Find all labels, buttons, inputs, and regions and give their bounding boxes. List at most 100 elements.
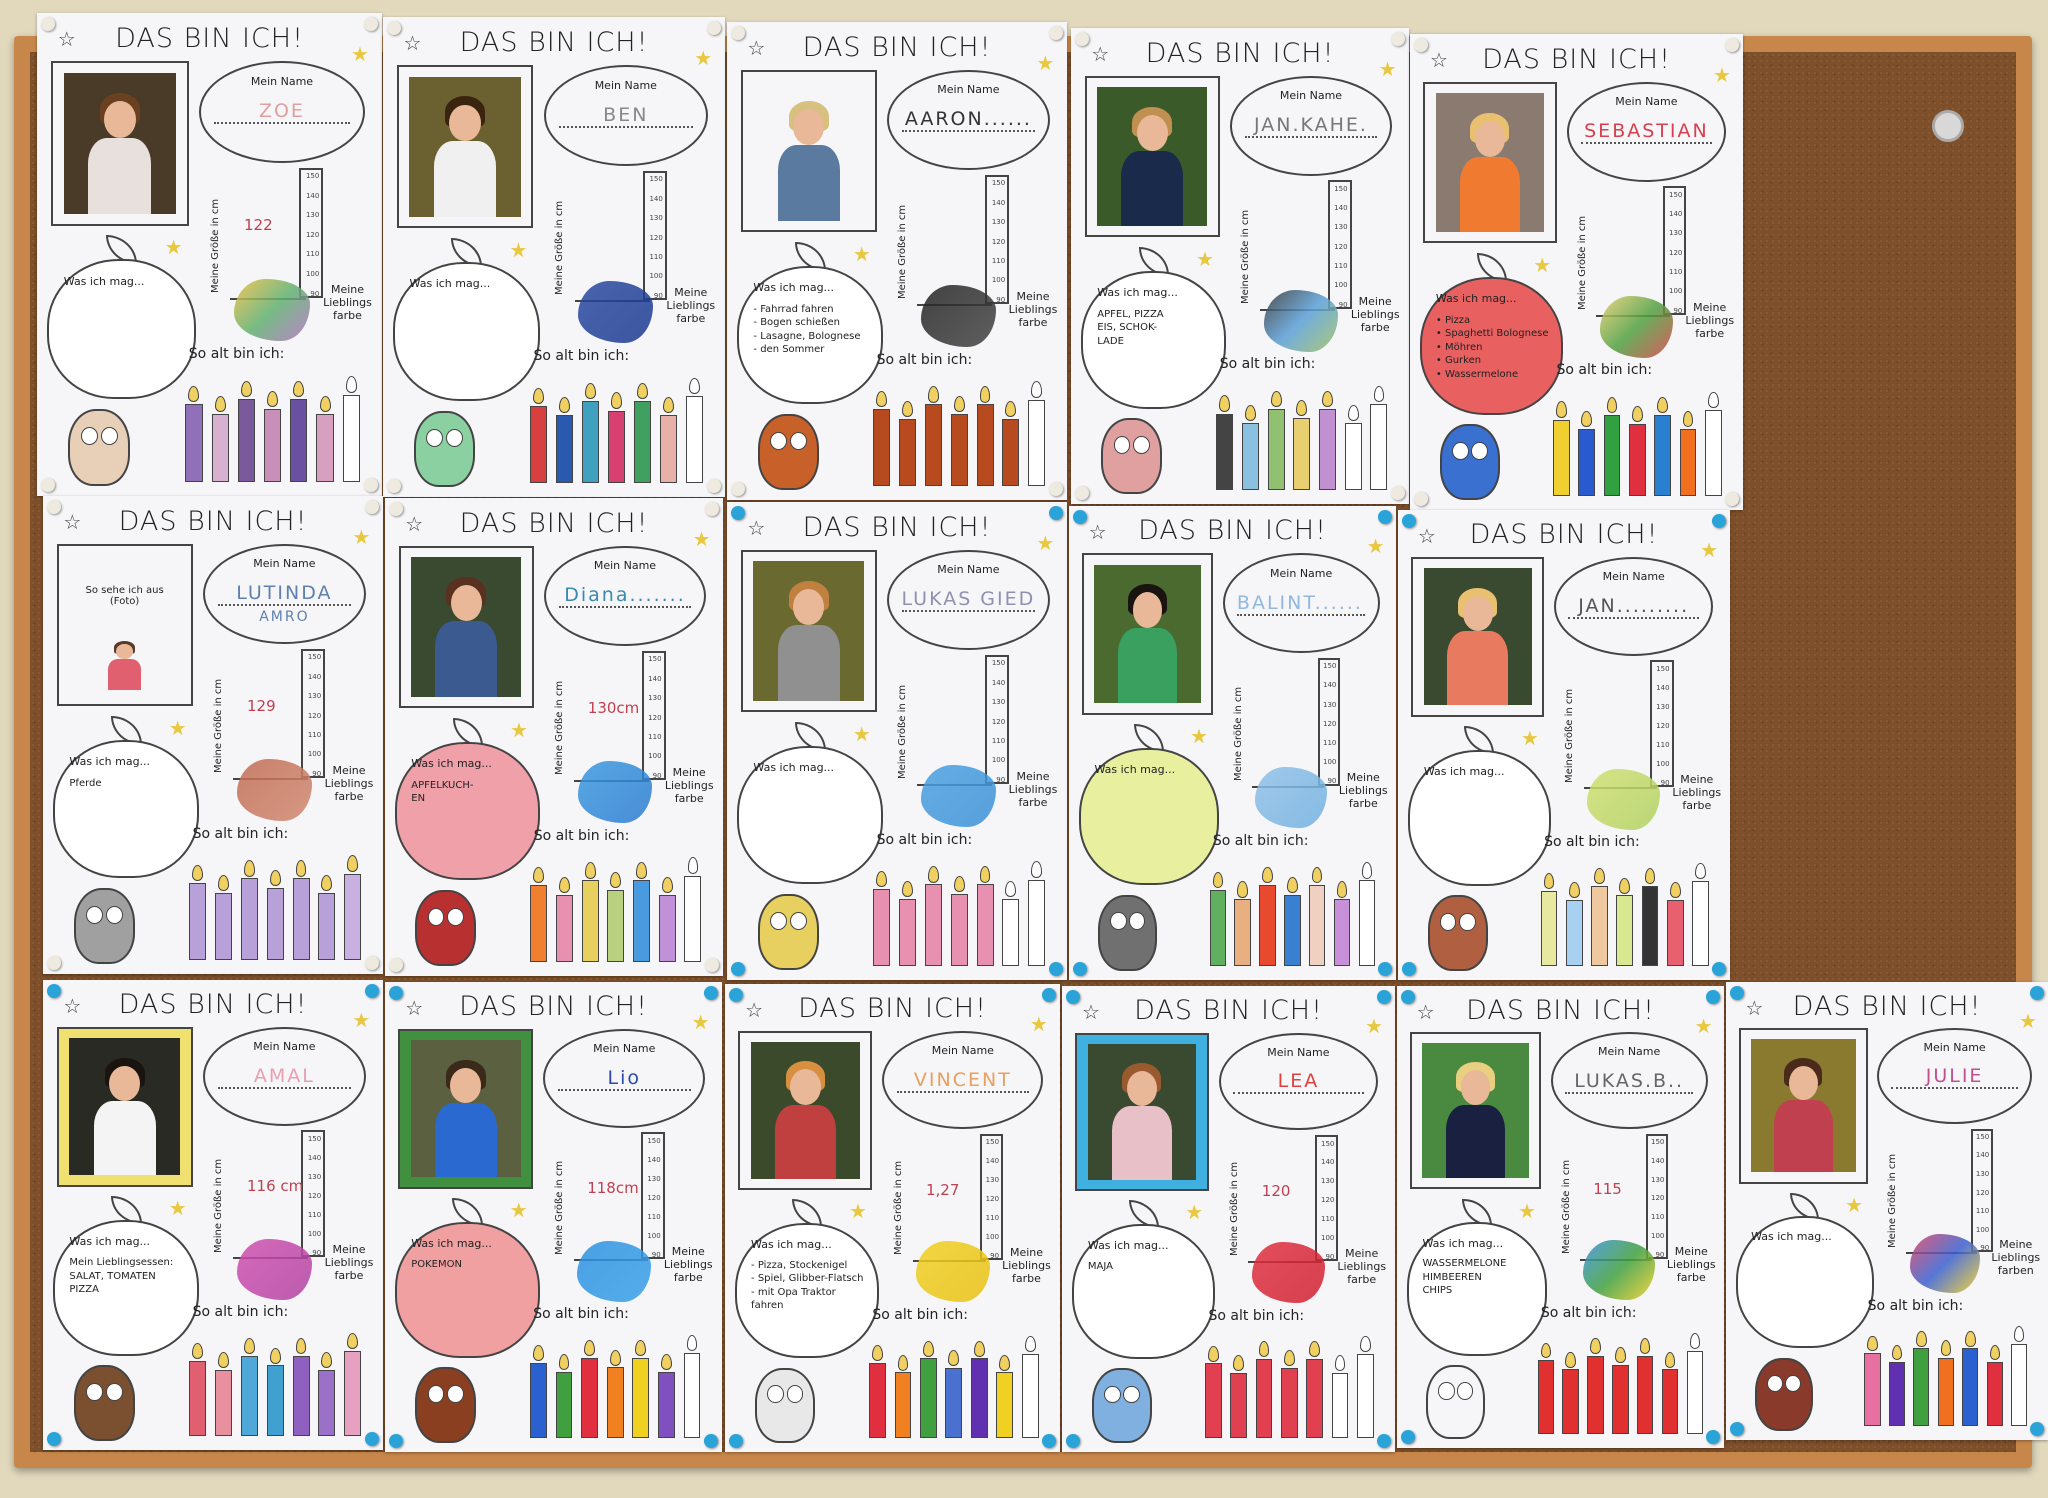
candle: [1344, 423, 1362, 490]
thumbtack: [387, 479, 401, 493]
name-label: Mein Name: [253, 557, 316, 571]
scale-tick: 100: [1975, 1225, 1990, 1234]
candle: [924, 884, 942, 966]
star-icon: ★: [1713, 62, 1731, 87]
candle-flame-icon: [1361, 862, 1373, 879]
owl-eye: [426, 428, 444, 447]
candle: [266, 1365, 284, 1436]
likes-label: Was ich mag...: [1751, 1230, 1832, 1244]
scale-tick: 90: [990, 1251, 1000, 1260]
height-label: Meine Größe in cm: [554, 681, 565, 776]
child-photo: [1422, 1043, 1529, 1179]
like-item: - Lasagne, Bolognese: [753, 330, 861, 342]
scale-tick: 150: [1656, 664, 1670, 673]
photo-frame: [1738, 1027, 1868, 1184]
scale-tick: 100: [647, 1232, 661, 1241]
scale-tick: 150: [307, 653, 322, 662]
candle-flame-icon: [1024, 1335, 1036, 1352]
favorite-color-splash: [920, 284, 996, 348]
shirt: [435, 621, 497, 697]
candle-flame-icon: [1657, 396, 1669, 413]
owl-icon: [1427, 895, 1488, 971]
thumbtack: [47, 500, 61, 514]
poster-title: DAS BIN ICH!: [798, 993, 987, 1025]
candle-flame-icon: [347, 1333, 359, 1350]
scale-tick: 120: [649, 233, 663, 242]
scale-tick: 130: [648, 694, 662, 703]
like-item: EIS, SCHOK-: [1097, 322, 1158, 334]
candle: [950, 413, 968, 486]
candle: [873, 889, 891, 966]
scale-tick: 110: [991, 256, 1006, 265]
candle: [266, 887, 284, 960]
name-bubble: Mein Name ZOE: [199, 61, 365, 163]
shirt: [777, 145, 840, 221]
scale-tick: 130: [991, 698, 1006, 707]
scale-tick: 120: [305, 230, 320, 239]
star-icon: ☆: [63, 994, 82, 1019]
height-label: Meine Größe in cm: [1560, 1159, 1572, 1254]
poster-title: DAS BIN ICH!: [1466, 995, 1655, 1027]
thumbtack: [1712, 514, 1726, 528]
likes-apple: Was ich mag...: [1407, 749, 1551, 886]
scale-tick: 130: [1669, 229, 1683, 238]
candle: [1962, 1348, 1979, 1427]
candle-flame-icon: [1632, 406, 1643, 423]
candle-flame-icon: [243, 1338, 255, 1355]
photo-frame: [1075, 1032, 1209, 1192]
likes-list: • Pizza • Spaghetti Bolognese • Möhren • Gu…: [1436, 314, 1553, 382]
poster-title: DAS BIN ICH!: [459, 991, 648, 1023]
owl-eye: [447, 907, 465, 926]
scale-tick: 140: [1651, 1156, 1665, 1165]
like-item: MAJA: [1087, 1260, 1113, 1272]
candle-flame-icon: [1594, 868, 1605, 885]
candle-flame-icon: [902, 400, 913, 417]
star-icon: ★: [1845, 1192, 1864, 1217]
child-photo: [410, 1040, 521, 1178]
candle: [1333, 899, 1351, 966]
star-icon: ★: [848, 1199, 867, 1224]
candle: [658, 894, 676, 962]
scale-tick: 140: [991, 198, 1006, 207]
height-scale: 150 140 130 120 110 100 90: [1650, 660, 1674, 788]
thumbtack: [41, 478, 55, 492]
candle: [1578, 429, 1596, 496]
like-item: • Möhren: [1435, 341, 1483, 353]
name-label: Mein Name: [1615, 95, 1678, 109]
candle: [607, 889, 625, 962]
poster: DAS BIN ICH! ☆ ★ ★ So sehe ich aus (Foto) Mei…: [43, 496, 383, 974]
candle: [686, 396, 704, 483]
thumbtack: [1378, 510, 1392, 524]
scale-tick: 90: [1980, 1244, 1990, 1253]
scale-tick: 110: [1669, 268, 1683, 276]
shirt: [1459, 156, 1521, 232]
candle: [1284, 894, 1301, 966]
candle: [632, 1358, 650, 1438]
likes-list: Mein Lieblingsessen: SALAT, TOMATEN PIZZA: [69, 1256, 188, 1297]
likes-apple: Was ich mag...: [737, 745, 884, 885]
star-icon: ☆: [1088, 520, 1107, 545]
photo-frame: [396, 65, 534, 229]
scale-tick: 150: [305, 172, 320, 181]
owl-icon: [755, 1367, 816, 1443]
poster-title: DAS BIN ICH!: [118, 989, 308, 1021]
owl-eye: [105, 905, 123, 924]
star-icon: ★: [352, 524, 371, 549]
owl-eye: [80, 427, 98, 446]
star-icon: ★: [1036, 530, 1055, 555]
candle: [582, 401, 600, 483]
like-item: POKEMON: [411, 1259, 462, 1271]
favorite-color-splash: [1583, 1240, 1656, 1301]
star-icon: ☆: [747, 36, 766, 61]
star-icon: ☆: [1745, 995, 1764, 1020]
candle: [1692, 881, 1709, 966]
age-label: So alt bin ich:: [533, 1306, 629, 1323]
thumbtack: [364, 17, 378, 31]
scale-tick: 150: [991, 659, 1006, 668]
candle-flame-icon: [1639, 1338, 1651, 1354]
likes-label: Was ich mag...: [753, 281, 835, 295]
photo-frame: [398, 1029, 534, 1189]
poster: DAS BIN ICH! ☆ ★ ★ Mein Name Lio 150 140 130 120 1…: [385, 982, 722, 1452]
candle-flame-icon: [1916, 1331, 1927, 1347]
shirt: [1111, 1106, 1173, 1180]
